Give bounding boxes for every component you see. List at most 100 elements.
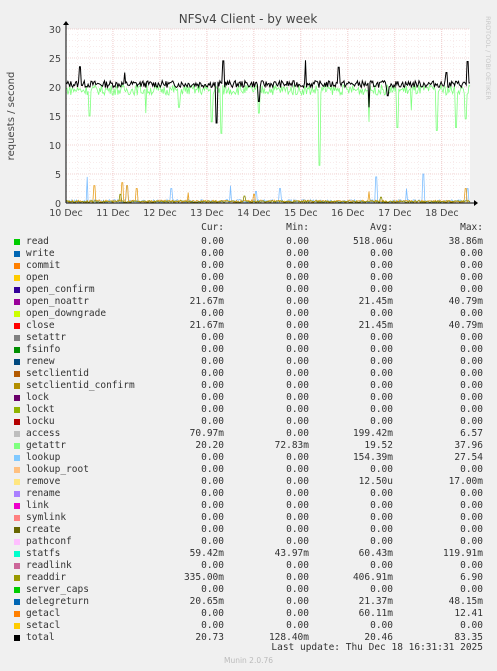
legend-max: 0.00 (460, 248, 483, 259)
legend-cur: 0.00 (201, 332, 224, 343)
legend-min: 0.00 (286, 428, 309, 439)
legend-min: 0.00 (286, 356, 309, 367)
legend-swatch (14, 503, 20, 509)
col-min: Min: (286, 222, 309, 233)
x-tick-label: 13 Dec (190, 208, 224, 219)
legend-max: 0.00 (460, 500, 483, 511)
legend-min: 0.00 (286, 512, 309, 523)
legend-cur: 0.00 (201, 536, 224, 547)
legend-max: 0.00 (460, 284, 483, 295)
legend-name: lock (26, 392, 49, 403)
legend-max: 0.00 (460, 512, 483, 523)
legend-cur: 0.00 (201, 416, 224, 427)
legend-row: commit 0.00 0.00 0.00 0.00 (0, 260, 497, 272)
legend-avg: 0.00 (370, 524, 393, 535)
legend-swatch (14, 275, 20, 281)
legend-row: create 0.00 0.00 0.00 0.00 (0, 524, 497, 536)
legend-swatch (14, 395, 20, 401)
legend-swatch (14, 359, 20, 365)
legend-min: 0.00 (286, 560, 309, 571)
legend-max: 0.00 (460, 404, 483, 415)
legend-avg: 0.00 (370, 620, 393, 631)
col-cur: Cur: (201, 222, 224, 233)
legend-max: 0.00 (460, 392, 483, 403)
legend-swatch (14, 407, 20, 413)
legend-max: 119.91m (442, 548, 483, 559)
legend-max: 0.00 (460, 260, 483, 271)
legend-avg: 199.42m (352, 428, 393, 439)
legend-max: 38.86m (448, 236, 483, 247)
legend-swatch (14, 611, 20, 617)
legend-swatch (14, 299, 20, 305)
legend-min: 0.00 (286, 476, 309, 487)
y-tick-label: 25 (49, 54, 61, 65)
x-tick-label: 17 Dec (378, 208, 412, 219)
legend-avg: 0.00 (370, 560, 393, 571)
legend-name: getacl (26, 608, 61, 619)
legend-avg: 0.00 (370, 404, 393, 415)
legend-row: open_confirm 0.00 0.00 0.00 0.00 (0, 284, 497, 296)
legend-name: locku (26, 416, 55, 427)
legend-swatch (14, 311, 20, 317)
legend-avg: 0.00 (370, 512, 393, 523)
legend-avg: 0.00 (370, 248, 393, 259)
legend-name: create (26, 524, 61, 535)
legend-cur: 0.00 (201, 344, 224, 355)
legend-avg: 0.00 (370, 284, 393, 295)
legend-swatch (14, 575, 20, 581)
legend-name: setacl (26, 620, 61, 631)
legend-max: 12.41 (454, 608, 483, 619)
legend-row: lookup 0.00 0.00 154.39m 27.54 (0, 452, 497, 464)
legend-row: write 0.00 0.00 0.00 0.00 (0, 248, 497, 260)
legend-name: setattr (26, 332, 67, 343)
legend-cur: 20.73 (195, 632, 224, 643)
legend-swatch (14, 599, 20, 605)
legend-cur: 0.00 (201, 368, 224, 379)
legend-max: 0.00 (460, 416, 483, 427)
legend-avg: 406.91m (352, 572, 393, 583)
legend-row: open 0.00 0.00 0.00 0.00 (0, 272, 497, 284)
legend-min: 128.40m (268, 632, 309, 643)
col-max: Max: (460, 222, 483, 233)
x-axis-arrow (474, 200, 478, 206)
legend-name: write (26, 248, 55, 259)
legend-swatch (14, 443, 20, 449)
legend-max: 0.00 (460, 308, 483, 319)
legend-row: setacl 0.00 0.00 0.00 0.00 (0, 620, 497, 632)
legend-row: getattr 20.20 72.83m 19.52 37.96 (0, 440, 497, 452)
legend-row: symlink 0.00 0.00 0.00 0.00 (0, 512, 497, 524)
legend-max: 83.35 (454, 632, 483, 643)
legend-min: 0.00 (286, 260, 309, 271)
legend-name: open_downgrade (26, 308, 107, 319)
legend-row: link 0.00 0.00 0.00 0.00 (0, 500, 497, 512)
legend-avg: 20.46 (364, 632, 393, 643)
legend-min: 0.00 (286, 344, 309, 355)
legend-cur: 70.97m (189, 428, 224, 439)
legend-cur: 335.00m (183, 572, 224, 583)
legend-swatch (14, 287, 20, 293)
x-tick-label: 12 Dec (143, 208, 177, 219)
legend-swatch (14, 515, 20, 521)
legend-name: open_noattr (26, 296, 89, 307)
legend-swatch (14, 479, 20, 485)
legend-max: 0.00 (460, 560, 483, 571)
legend-max: 0.00 (460, 464, 483, 475)
legend-name: open_confirm (26, 284, 95, 295)
legend-max: 0.00 (460, 524, 483, 535)
legend-name: access (26, 428, 61, 439)
legend-min: 0.00 (286, 572, 309, 583)
x-tick-label: 18 Dec (425, 208, 459, 219)
legend-avg: 12.50u (358, 476, 393, 487)
legend-row: setclientid_confirm 0.00 0.00 0.00 0.00 (0, 380, 497, 392)
col-avg: Avg: (370, 222, 393, 233)
y-tick-label: 30 (49, 25, 61, 36)
legend-row: setclientid 0.00 0.00 0.00 0.00 (0, 368, 497, 380)
legend-max: 0.00 (460, 620, 483, 631)
series-line-total (65, 60, 471, 124)
legend-row: access 70.97m 0.00 199.42m 6.57 (0, 428, 497, 440)
legend-header: Cur: Min: Avg: Max: (0, 222, 497, 234)
legend-cur: 0.00 (201, 308, 224, 319)
legend-avg: 19.52 (364, 440, 393, 451)
legend-name: total (26, 632, 55, 643)
legend-avg: 60.43m (358, 548, 393, 559)
